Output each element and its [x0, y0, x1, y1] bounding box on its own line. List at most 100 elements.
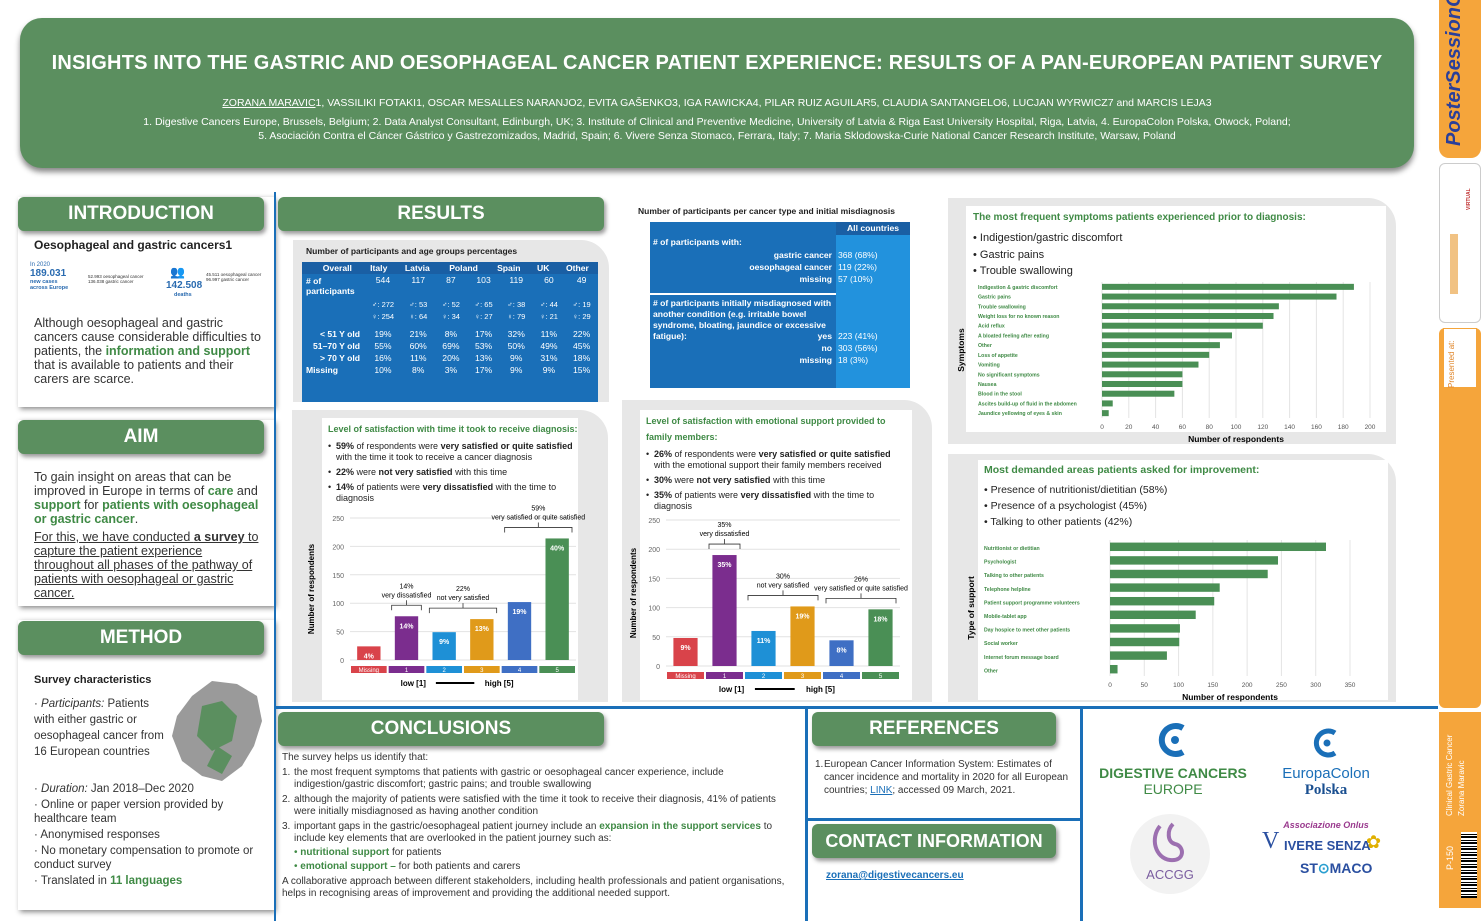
symptoms-title: The most frequent symptoms patients expe… [973, 212, 1306, 223]
intro-panel [18, 197, 274, 407]
contact-email[interactable]: zorana@digestivecancers.eu [826, 870, 964, 881]
bar [1102, 390, 1175, 397]
presented-badge: Presented at: [1439, 328, 1481, 708]
sat-time-chart: 0 50 100 150 200 250 Number of respondents 4% Mi… [307, 505, 585, 688]
annotation-label: 26% [854, 576, 868, 583]
y-tick-label: 150 [332, 573, 344, 580]
annotation-bracket [708, 539, 741, 550]
category-label: Vomiting [978, 363, 1000, 369]
category-label: Internet forum message board [984, 655, 1059, 661]
annotation-label: 30% [776, 573, 790, 580]
x-tick-label: 5 [879, 674, 883, 680]
x-tick-label: 200 [1242, 682, 1253, 689]
bar [790, 606, 815, 666]
aim-text-2: For this, we have conducted a survey to … [34, 530, 259, 600]
bar-label: 40% [550, 545, 565, 552]
results-heading: RESULTS [278, 197, 604, 231]
bar-label: 9% [680, 645, 691, 652]
bar [1110, 651, 1167, 660]
bar [1110, 610, 1196, 620]
bar [1110, 596, 1215, 606]
bar [357, 646, 381, 660]
x-axis-high-label: high [5] [485, 679, 514, 688]
y-axis-label: Type of support [966, 576, 976, 640]
age-table-title: Number of participants and age groups pe… [306, 246, 518, 256]
category-label: Social worker [984, 641, 1018, 647]
annotation-label: very satisfied or quite satisfied [491, 514, 585, 521]
misdiag-table: All countries # of participants with: ga… [650, 222, 910, 388]
bar-label: 18% [873, 616, 888, 623]
x-tick-label: Missing [675, 674, 695, 680]
bar-label: 11% [757, 638, 771, 645]
x-tick-label: 4 [840, 674, 844, 680]
bar [1110, 624, 1180, 633]
category-swatch [823, 672, 860, 679]
method-participants: · Participants: Patients with either gas… [34, 698, 164, 758]
bar [1110, 556, 1278, 565]
category-label: No significant symptoms [978, 372, 1040, 378]
category-label: Mobile-tablet app [984, 614, 1027, 620]
symptoms-bullets: • Indigestion/gastric discomfort • Gastri… [973, 232, 1123, 277]
annotation-bracket [428, 603, 498, 614]
bar [1102, 371, 1183, 378]
contact-heading: CONTACT INFORMATION [812, 824, 1056, 858]
bar-label: 8% [836, 647, 847, 654]
dce-logo: DIGESTIVE CANCERS EUROPE [1090, 720, 1256, 800]
symptoms-chart: 0 20 40 60 80 100 120 140 160 180 200 Indigestion &… [956, 282, 1376, 444]
bar [507, 602, 532, 660]
bar-label: 13% [475, 626, 490, 633]
category-swatch [745, 672, 782, 679]
bar [712, 555, 737, 666]
improve-title: Most demanded areas patients asked for i… [984, 464, 1260, 476]
bar [1110, 569, 1268, 579]
europacolon-logo-icon [1313, 728, 1337, 758]
accgg-logo: ACCGG [1130, 814, 1210, 894]
bar [394, 616, 419, 660]
annotation-label: very dissatisfied [382, 592, 432, 599]
category-label: A bloated feeling after eating [978, 333, 1049, 339]
x-tick-label: 200 [1365, 424, 1376, 431]
improve-bullets: • Presence of nutritionist/dietitian (58… [984, 484, 1168, 528]
bar [1102, 410, 1109, 417]
x-tick-label: 1 [723, 674, 727, 680]
x-axis-high-label: high [5] [806, 685, 835, 694]
category-swatch [862, 672, 899, 679]
category-swatch [388, 666, 425, 673]
y-tick-label: 50 [652, 635, 660, 642]
y-tick-label: 50 [336, 630, 344, 637]
category-label: Blood in the stool [978, 392, 1022, 398]
bar-label: 19% [795, 613, 810, 620]
bar [1110, 542, 1326, 552]
category-label: Nausea [978, 382, 997, 388]
bar [1110, 664, 1118, 674]
references-list: 1. European Cancer Information System: Es… [815, 759, 1069, 796]
bar [1102, 380, 1183, 388]
reference-link[interactable]: LINK [870, 785, 893, 796]
category-label: Day hospice to meet other patients [984, 628, 1070, 634]
x-tick-label: 20 [1125, 424, 1133, 431]
annotation-label: very dissatisfied [700, 531, 750, 538]
category-label: Trouble swallowing [978, 304, 1026, 310]
x-axis-low-label: low [1] [401, 679, 427, 688]
category-label: Gastric pains [978, 295, 1011, 301]
bar [1102, 312, 1274, 320]
poster-title: INSIGHTS INTO THE GASTRIC AND OESOPHAGEA… [51, 52, 1383, 74]
annotation-label: very satisfied or quite satisfied [814, 585, 908, 592]
bar [1102, 332, 1232, 339]
category-label: Other [984, 668, 998, 674]
method-heading: METHOD [18, 621, 264, 655]
bar [1110, 637, 1180, 647]
x-tick-label: 3 [801, 674, 805, 680]
bar [1102, 400, 1113, 407]
y-axis-label: Number of respondents [307, 543, 316, 634]
category-label: Acid reflux [978, 324, 1005, 330]
x-tick-label: 120 [1257, 424, 1268, 431]
x-tick-label: 60 [1179, 424, 1187, 431]
sat-emo-chart: 0 50 100 150 200 250 Number of respondents 9% Mi… [629, 518, 908, 694]
europacolon-logo: EuropaColon Polska [1266, 726, 1386, 799]
x-tick-label: 160 [1311, 424, 1322, 431]
x-tick-label: 1 [405, 668, 409, 674]
references-heading: REFERENCES [812, 712, 1056, 746]
sat-time-bullets: 59% of respondents were very satisfied o… [328, 441, 574, 508]
category-swatch [706, 672, 743, 679]
